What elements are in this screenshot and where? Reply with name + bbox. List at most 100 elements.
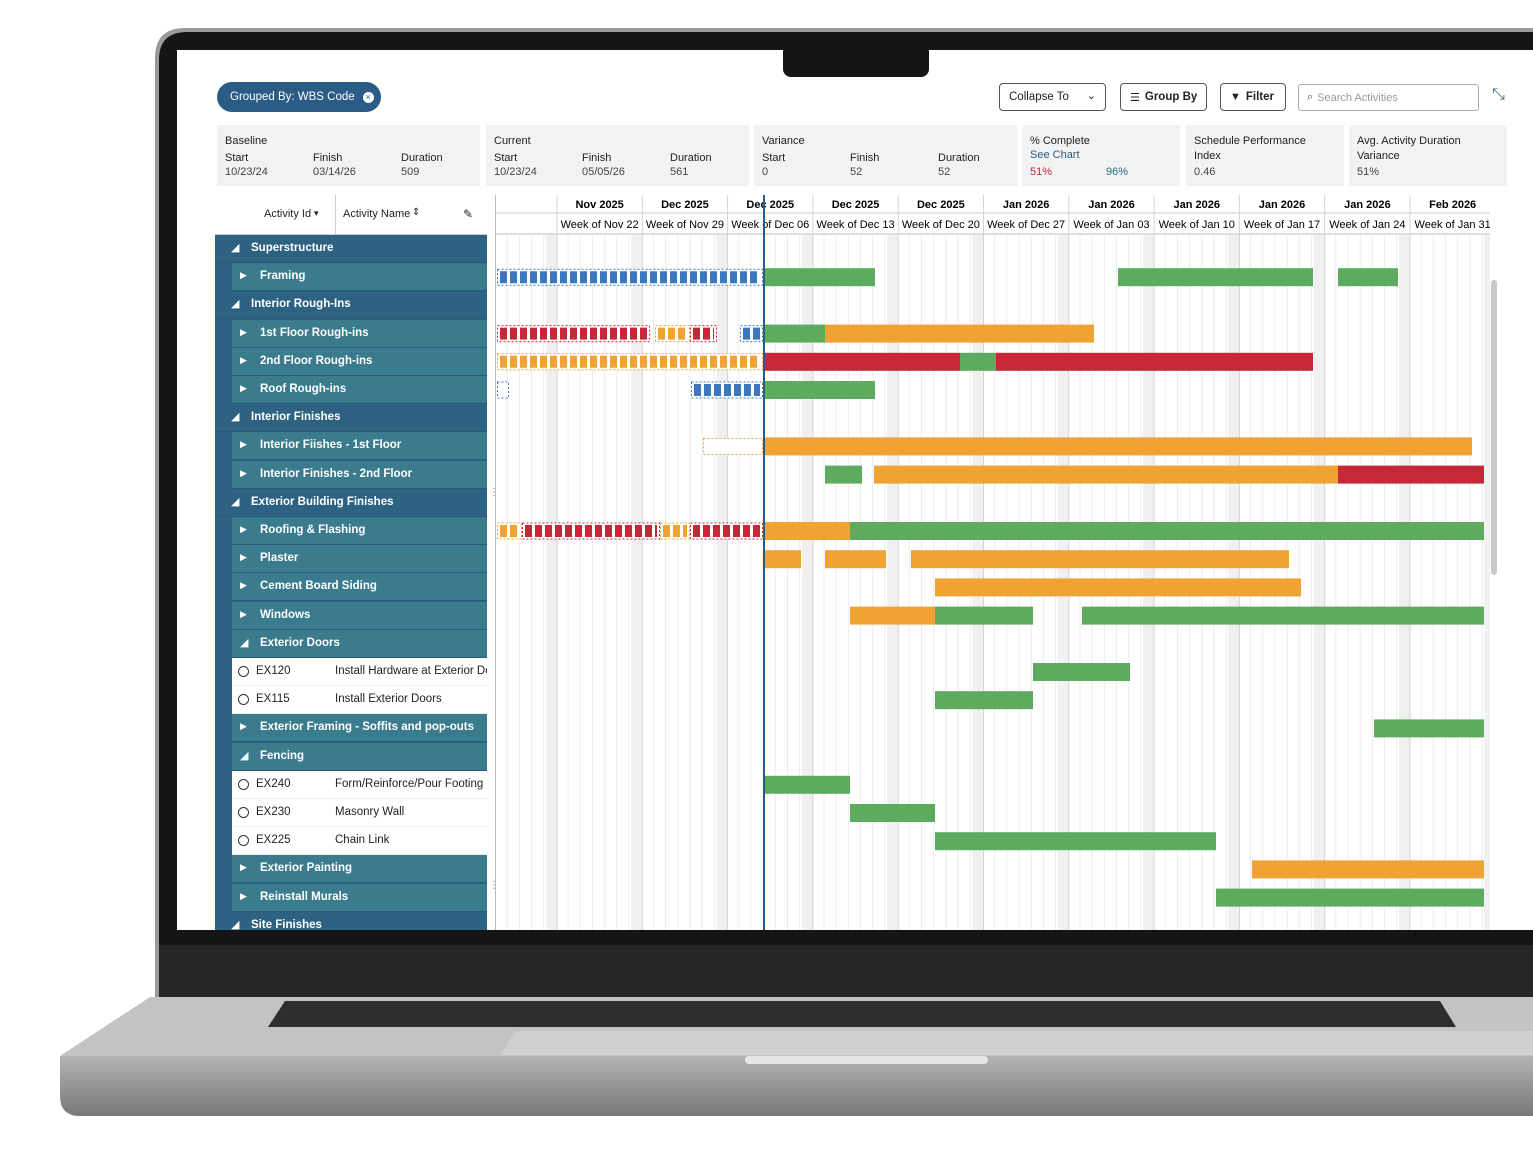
weekend-band <box>716 235 728 930</box>
expand-toggle[interactable]: ▶ <box>240 326 247 337</box>
expand-toggle[interactable]: ▶ <box>240 524 247 534</box>
expand-toggle[interactable]: ◢ <box>240 636 249 649</box>
summary-card <box>217 125 480 186</box>
sort-icon[interactable]: ▾ <box>314 208 319 218</box>
wbs-row[interactable]: ◢ Exterior Doors <box>232 629 487 658</box>
activity-bar <box>764 381 875 399</box>
field-label: Duration <box>938 152 980 164</box>
wbs-row[interactable]: ◢ Exterior Building Finishes <box>215 488 487 517</box>
expand-toggle[interactable]: ▶ <box>240 862 247 873</box>
wbs-row[interactable]: ◢ Site Finishes <box>215 911 487 930</box>
field-value: 10/23/24 <box>225 166 268 178</box>
expand-toggle[interactable]: ◢ <box>231 242 240 254</box>
expand-toggle[interactable]: ▶ <box>240 383 247 393</box>
wbs-row[interactable]: ▶ Cement Board Siding <box>232 573 487 602</box>
month-label: Nov 2025 <box>575 199 623 211</box>
radio[interactable] <box>238 807 249 818</box>
wbs-row[interactable]: ▶ Reinstall Murals <box>232 883 487 912</box>
edit-icon[interactable]: ✎ <box>463 207 474 221</box>
collapse-icon[interactable]: ⤡ <box>1492 86 1505 103</box>
wbs-row[interactable]: ◢ Interior Rough-Ins <box>215 291 487 320</box>
column-header[interactable]: Activity Id <box>264 208 312 220</box>
expand-toggle[interactable]: ▶ <box>240 354 247 365</box>
activity-row[interactable]: EX115 Install Exterior Doors <box>232 686 487 715</box>
wbs-row[interactable]: ▶ 1st Floor Rough-ins <box>232 319 487 348</box>
activity-id: EX115 <box>256 693 290 706</box>
radio[interactable] <box>238 694 249 706</box>
wbs-row[interactable]: ◢ Fencing <box>232 742 487 771</box>
card-title: Schedule Performance Index <box>1194 135 1306 162</box>
expand-toggle[interactable]: ▶ <box>240 552 247 563</box>
activity-bar <box>911 550 1289 569</box>
activity-row[interactable]: EX225 Chain Link <box>232 827 487 856</box>
activity-bar <box>825 465 862 484</box>
filter[interactable]: ▼ Filter <box>1220 83 1286 111</box>
radio[interactable] <box>238 666 249 677</box>
field-value: 52 <box>850 166 863 178</box>
wbs-row[interactable]: ▶ Windows <box>232 601 487 630</box>
expand-toggle[interactable]: ◢ <box>231 918 240 930</box>
expand-toggle[interactable]: ◢ <box>240 749 249 762</box>
column-divider <box>335 195 336 234</box>
collapse-to[interactable]: Collapse To ⌄ <box>999 83 1106 111</box>
week-label: Week of Dec 20 <box>902 219 980 231</box>
field-label: Start <box>225 152 249 164</box>
expand-toggle[interactable]: ▶ <box>240 467 247 478</box>
search-icon: ⌕ <box>1307 91 1314 103</box>
search[interactable]: ⌕ Search Activities <box>1298 84 1479 111</box>
wbs-label: Roofing & Flashing <box>260 524 366 536</box>
activity-row[interactable]: EX240 Form/Reinforce/Pour Footing <box>232 770 487 799</box>
radio[interactable] <box>238 778 249 790</box>
card-title: Avg. Activity Duration Variance <box>1357 135 1461 162</box>
expand-toggle[interactable]: ▶ <box>240 890 247 901</box>
activity-bar <box>1216 888 1484 907</box>
wbs-label: Exterior Building Finishes <box>251 495 394 508</box>
expand-toggle[interactable]: ▶ <box>240 439 247 450</box>
wbs-row[interactable]: ▶ 2nd Floor Rough-ins <box>232 347 487 376</box>
splitter-handle[interactable]: ⋮ <box>489 487 499 498</box>
wbs-label: Superstructure <box>251 242 334 254</box>
month-label: Dec 2025 <box>832 199 880 211</box>
grouped-by-chip[interactable]: Grouped By: WBS Code × <box>217 82 381 112</box>
activity-bar <box>935 832 1216 851</box>
card-link[interactable]: See Chart <box>1030 149 1080 161</box>
radio[interactable] <box>238 835 249 847</box>
expand-toggle[interactable]: ◢ <box>231 495 240 508</box>
field-value: 96% <box>1106 166 1129 178</box>
wbs-row[interactable]: ▶ Framing <box>232 263 487 292</box>
column-header[interactable]: Activity Name <box>343 208 411 220</box>
weekend-band <box>1484 235 1490 930</box>
month-label: Dec 2025 <box>661 199 709 211</box>
wbs-label: Interior Finishes <box>251 411 341 424</box>
wbs-row[interactable]: ▶ Roof Rough-ins <box>232 376 487 404</box>
wbs-row[interactable]: ◢ Superstructure <box>215 235 487 263</box>
wbs-label: Exterior Doors <box>260 636 340 649</box>
wbs-row[interactable]: ▶ Exterior Painting <box>232 855 487 884</box>
expand-toggle[interactable]: ▶ <box>240 608 247 619</box>
wbs-row[interactable]: ▶ Interior Fiishes - 1st Floor <box>232 432 487 461</box>
wbs-row[interactable]: ▶ Roofing & Flashing <box>232 517 487 545</box>
expand-toggle[interactable]: ▶ <box>240 270 247 281</box>
activity-bar <box>850 522 1484 540</box>
week-label: Week of Dec 27 <box>987 219 1065 231</box>
splitter-handle[interactable]: ⋮ <box>489 880 499 891</box>
activity-name: Chain Link <box>335 834 390 847</box>
group-by[interactable]: ☰ Group By <box>1120 83 1207 111</box>
baseline-bar <box>703 437 763 455</box>
sort-icon[interactable]: ⇕ <box>412 207 421 218</box>
expand-toggle[interactable]: ◢ <box>231 411 240 424</box>
wbs-row[interactable]: ▶ Exterior Framing - Soffits and pop-outs <box>232 714 487 743</box>
expand-toggle[interactable]: ▶ <box>240 580 247 591</box>
activity-bar <box>1252 860 1484 879</box>
wbs-row[interactable]: ▶ Interior Finishes - 2nd Floor <box>232 460 487 489</box>
expand-toggle[interactable]: ▶ <box>240 721 247 732</box>
activity-row[interactable]: EX120 Install Hardware at Exterior Dc <box>232 658 487 686</box>
expand-toggle[interactable]: ◢ <box>231 298 240 311</box>
wbs-row[interactable]: ◢ Interior Finishes <box>215 404 487 433</box>
activity-bar <box>1033 663 1130 681</box>
wbs-row[interactable]: ▶ Plaster <box>232 545 487 574</box>
group-by-label: Group By <box>1144 91 1198 103</box>
chip-clear[interactable]: × <box>362 91 374 103</box>
activity-row[interactable]: EX230 Masonry Wall <box>232 799 487 827</box>
weekend-band <box>631 235 643 930</box>
